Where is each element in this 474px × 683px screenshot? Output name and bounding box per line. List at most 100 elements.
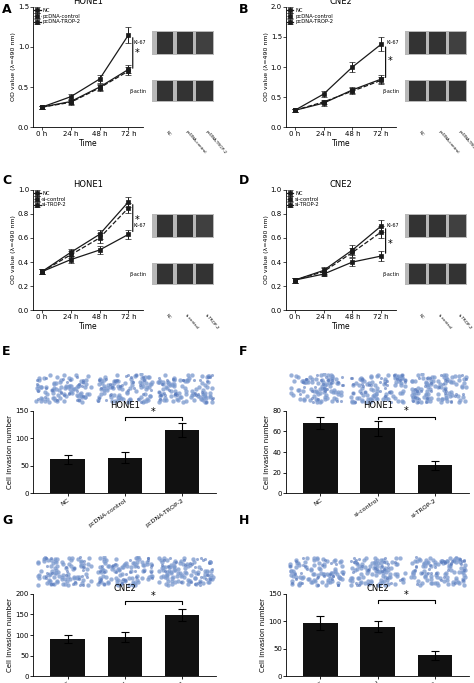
Point xyxy=(77,376,85,387)
Point xyxy=(315,393,322,404)
Point xyxy=(422,557,429,568)
Point xyxy=(190,557,197,568)
Point xyxy=(317,370,325,380)
Point xyxy=(94,567,102,578)
Point xyxy=(387,578,395,589)
Point xyxy=(143,393,150,404)
Point xyxy=(441,387,448,398)
Point xyxy=(331,555,339,566)
Point xyxy=(448,389,456,400)
Point xyxy=(286,561,293,572)
Point xyxy=(60,389,67,400)
Point xyxy=(101,566,109,577)
Point xyxy=(95,391,102,402)
Point xyxy=(155,387,163,398)
Point xyxy=(321,379,328,390)
Point xyxy=(190,389,198,400)
Point xyxy=(132,370,140,381)
Point xyxy=(155,377,163,388)
Y-axis label: Cell invasion number: Cell invasion number xyxy=(7,598,13,672)
Point xyxy=(335,378,342,389)
Text: *: * xyxy=(151,406,156,417)
Point xyxy=(382,388,390,399)
Point xyxy=(172,388,179,399)
Point xyxy=(67,374,75,385)
Point xyxy=(443,574,451,585)
Point xyxy=(167,560,174,571)
Point xyxy=(181,382,189,393)
Point xyxy=(139,397,146,408)
Point xyxy=(382,566,390,577)
Point xyxy=(96,553,103,563)
Point xyxy=(160,553,167,563)
Point xyxy=(387,563,394,574)
Point xyxy=(423,558,430,569)
Title: HONE1: HONE1 xyxy=(110,401,140,410)
Point xyxy=(295,557,302,568)
Point xyxy=(87,561,95,572)
Point xyxy=(96,374,104,385)
Point xyxy=(367,372,374,382)
Point xyxy=(361,387,369,398)
Point xyxy=(194,388,201,399)
Point xyxy=(392,370,399,381)
Point xyxy=(460,574,467,585)
Point xyxy=(393,372,401,382)
Point xyxy=(42,572,50,583)
Point xyxy=(413,386,421,397)
Point xyxy=(434,375,441,386)
Point xyxy=(196,374,204,385)
Point xyxy=(204,577,212,588)
Point xyxy=(179,396,187,407)
Point xyxy=(165,566,173,577)
Point xyxy=(74,554,82,565)
Y-axis label: OD value (λ=490 nm): OD value (λ=490 nm) xyxy=(264,216,269,284)
Point xyxy=(54,561,61,572)
Point xyxy=(70,572,78,583)
Point xyxy=(108,382,116,393)
Point xyxy=(34,382,41,393)
Point xyxy=(379,555,387,566)
Point xyxy=(412,561,420,572)
Point xyxy=(183,376,191,387)
Point xyxy=(381,557,388,568)
Point xyxy=(363,378,371,389)
Point xyxy=(202,393,210,404)
Point xyxy=(395,376,403,387)
Text: pcDNA-control: pcDNA-control xyxy=(184,130,207,155)
Point xyxy=(352,555,359,566)
Bar xyxy=(196,32,213,54)
Point xyxy=(399,372,406,383)
Point xyxy=(334,387,342,398)
Point xyxy=(168,378,175,389)
Point xyxy=(205,371,212,382)
Point xyxy=(65,558,73,569)
Point xyxy=(331,566,339,576)
Point xyxy=(351,565,359,576)
Point xyxy=(206,557,213,568)
Point xyxy=(192,568,200,579)
Point xyxy=(187,576,195,587)
Point xyxy=(159,565,167,576)
Point xyxy=(61,574,68,585)
Point xyxy=(375,566,383,577)
Point xyxy=(427,396,434,407)
Point xyxy=(332,393,339,404)
Bar xyxy=(418,465,452,493)
Point xyxy=(288,579,296,589)
Point xyxy=(109,379,116,390)
Point xyxy=(205,376,212,387)
Point xyxy=(338,561,346,572)
Point xyxy=(67,387,74,398)
Point xyxy=(197,572,205,583)
Point xyxy=(437,378,444,389)
Point xyxy=(398,372,406,383)
Point xyxy=(433,568,440,579)
Point xyxy=(140,566,147,576)
Point xyxy=(129,558,137,569)
Point xyxy=(304,376,312,387)
Point xyxy=(48,568,56,579)
Point xyxy=(350,553,357,563)
Point xyxy=(376,376,383,387)
Point xyxy=(161,388,168,399)
